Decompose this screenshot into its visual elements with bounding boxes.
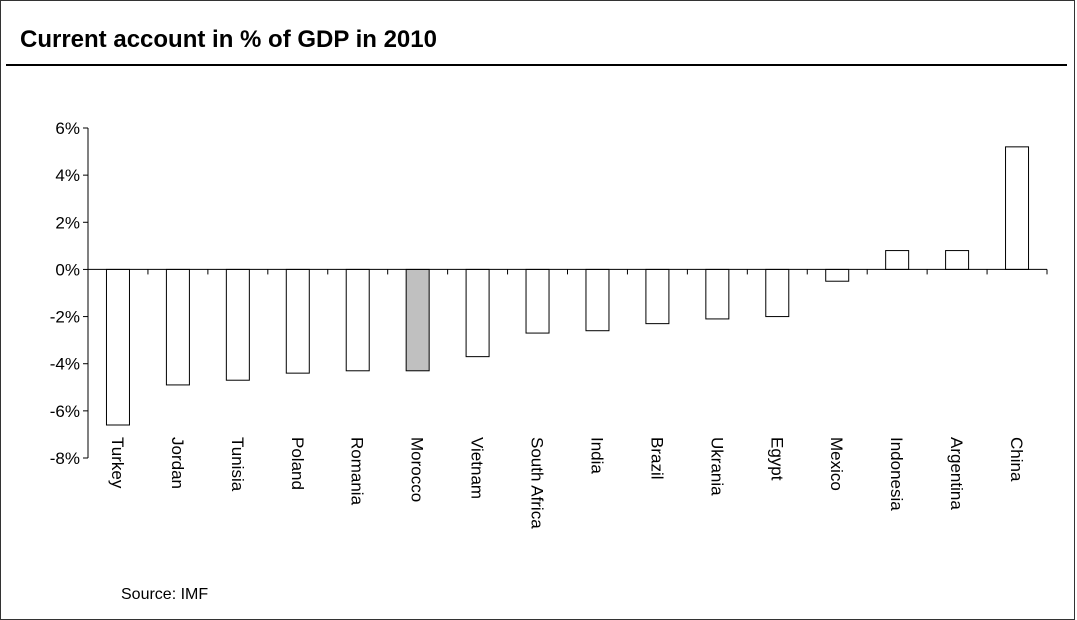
x-tick-label-china: China: [1007, 437, 1026, 482]
bar-mexico: [825, 268, 850, 282]
x-tick-label-poland: Poland: [288, 437, 307, 490]
x-tick-label-egypt: Egypt: [767, 437, 786, 481]
x-tick-label-brazil: Brazil: [647, 437, 666, 480]
title-rule: [6, 64, 1067, 66]
x-tick-label-turkey: Turkey: [108, 437, 127, 489]
bar-brazil: [645, 268, 670, 325]
x-tick-label-mexico: Mexico: [827, 437, 846, 491]
bar-tunisia: [225, 268, 250, 381]
bars: [105, 146, 1030, 426]
bar-jordan: [165, 268, 190, 386]
bar-turkey: [105, 268, 130, 426]
bar-argentina: [945, 250, 970, 270]
x-axis: [88, 268, 1048, 275]
x-tick-label-indonesia: Indonesia: [887, 437, 906, 511]
y-axis: 6% 4% 2% 0% -2% -4% -6% -8%: [50, 119, 89, 468]
x-tick-label-argentina: Argentina: [947, 437, 966, 510]
chart-title: Current account in % of GDP in 2010: [20, 26, 437, 53]
x-tick-label-india: India: [587, 437, 606, 474]
bar-poland: [285, 268, 310, 374]
x-labels: Turkey Jordan Tunisia Poland Romania Morocco V…: [108, 437, 1026, 529]
bar-south-africa: [525, 268, 550, 334]
y-tick-label: -6%: [50, 402, 80, 421]
y-tick-label: 0%: [55, 260, 80, 279]
y-tick-label: 6%: [55, 119, 80, 138]
bar-ukrania: [705, 268, 730, 320]
bar-india: [585, 268, 610, 332]
x-tick-label-romania: Romania: [348, 437, 367, 506]
x-tick-label-vietnam: Vietnam: [468, 437, 487, 499]
bar-romania: [345, 268, 370, 372]
y-tick-label: -8%: [50, 449, 80, 468]
bar-indonesia: [885, 250, 910, 270]
bar-vietnam: [465, 268, 490, 358]
bar-morocco: [405, 268, 430, 372]
bar-egypt: [765, 268, 790, 318]
y-tick-label: 4%: [55, 166, 80, 185]
bar-china: [1005, 146, 1030, 270]
y-tick-label: 2%: [55, 213, 80, 232]
x-tick-label-morocco: Morocco: [408, 437, 427, 502]
source-note: Source: IMF: [121, 586, 209, 603]
x-tick-label-south-africa: South Africa: [528, 437, 547, 529]
y-tick-label: -2%: [50, 308, 80, 327]
x-tick-label-ukrania: Ukrania: [707, 437, 726, 496]
y-tick-label: -4%: [50, 355, 80, 374]
x-tick-label-tunisia: Tunisia: [228, 437, 247, 492]
x-tick-label-jordan: Jordan: [168, 437, 187, 489]
